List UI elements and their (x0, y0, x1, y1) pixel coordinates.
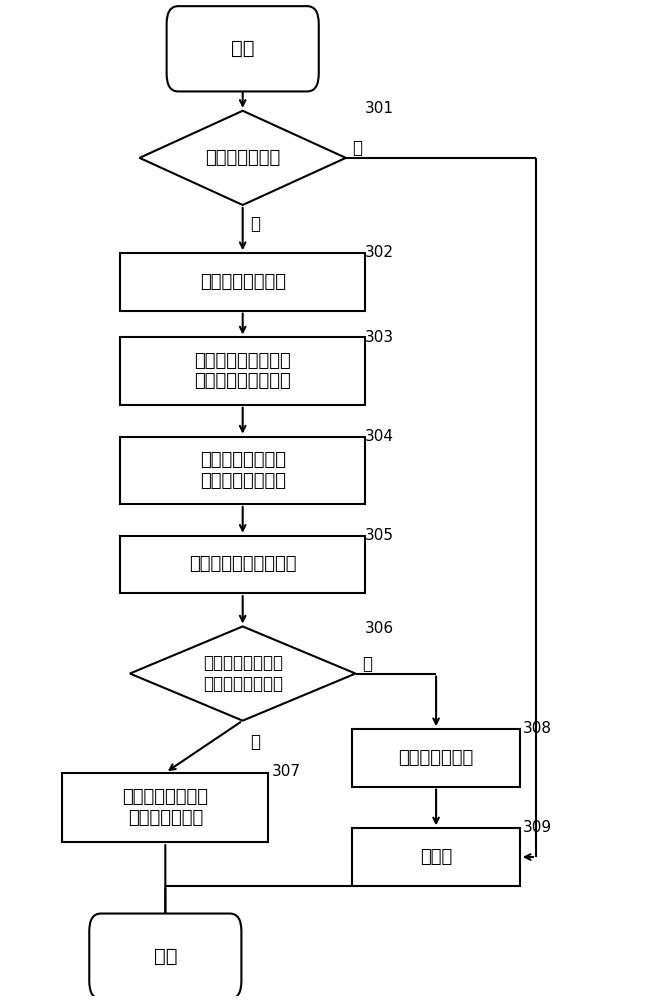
FancyBboxPatch shape (167, 6, 319, 91)
Text: 识别目标的类别、
颜色及车牌信息: 识别目标的类别、 颜色及车牌信息 (122, 788, 208, 827)
Text: 308: 308 (523, 721, 552, 736)
Text: 根据目标的轨迹，
综合判断是否触发: 根据目标的轨迹， 综合判断是否触发 (202, 654, 283, 693)
Text: 是: 是 (251, 215, 261, 233)
Text: 否: 否 (352, 139, 362, 157)
Text: 303: 303 (365, 330, 394, 345)
Polygon shape (140, 111, 346, 205)
Bar (352, 828, 520, 886)
Text: 开始: 开始 (231, 39, 255, 58)
Text: 按区域更新背景: 按区域更新背景 (398, 749, 473, 767)
Text: 306: 306 (365, 621, 394, 636)
Text: 302: 302 (365, 245, 394, 260)
Bar (352, 729, 520, 787)
Text: 否: 否 (362, 655, 372, 673)
Bar (120, 337, 365, 405)
Bar (120, 437, 365, 504)
Text: 根据帧差过滤背景
差，并去阴影处理: 根据帧差过滤背景 差，并去阴影处理 (200, 451, 286, 490)
Text: 301: 301 (365, 101, 394, 116)
Text: 成像是否稳定？: 成像是否稳定？ (205, 149, 280, 167)
FancyBboxPatch shape (89, 914, 242, 999)
Text: 307: 307 (272, 764, 300, 779)
Text: 304: 304 (365, 429, 394, 444)
Text: 309: 309 (523, 820, 552, 835)
Polygon shape (130, 626, 355, 721)
Text: 计算背景差和帧差: 计算背景差和帧差 (200, 273, 286, 291)
Text: 对目标进行分割和跟踪: 对目标进行分割和跟踪 (189, 555, 296, 573)
Text: 是: 是 (251, 733, 261, 751)
Bar (62, 773, 268, 842)
Text: 结束: 结束 (153, 947, 177, 966)
Bar (120, 536, 365, 593)
Text: 305: 305 (365, 528, 394, 543)
Bar (120, 253, 365, 311)
Text: 不触发: 不触发 (420, 848, 453, 866)
Text: 背景差和帧差的二值
化，并进行团块分析: 背景差和帧差的二值 化，并进行团块分析 (195, 352, 291, 390)
